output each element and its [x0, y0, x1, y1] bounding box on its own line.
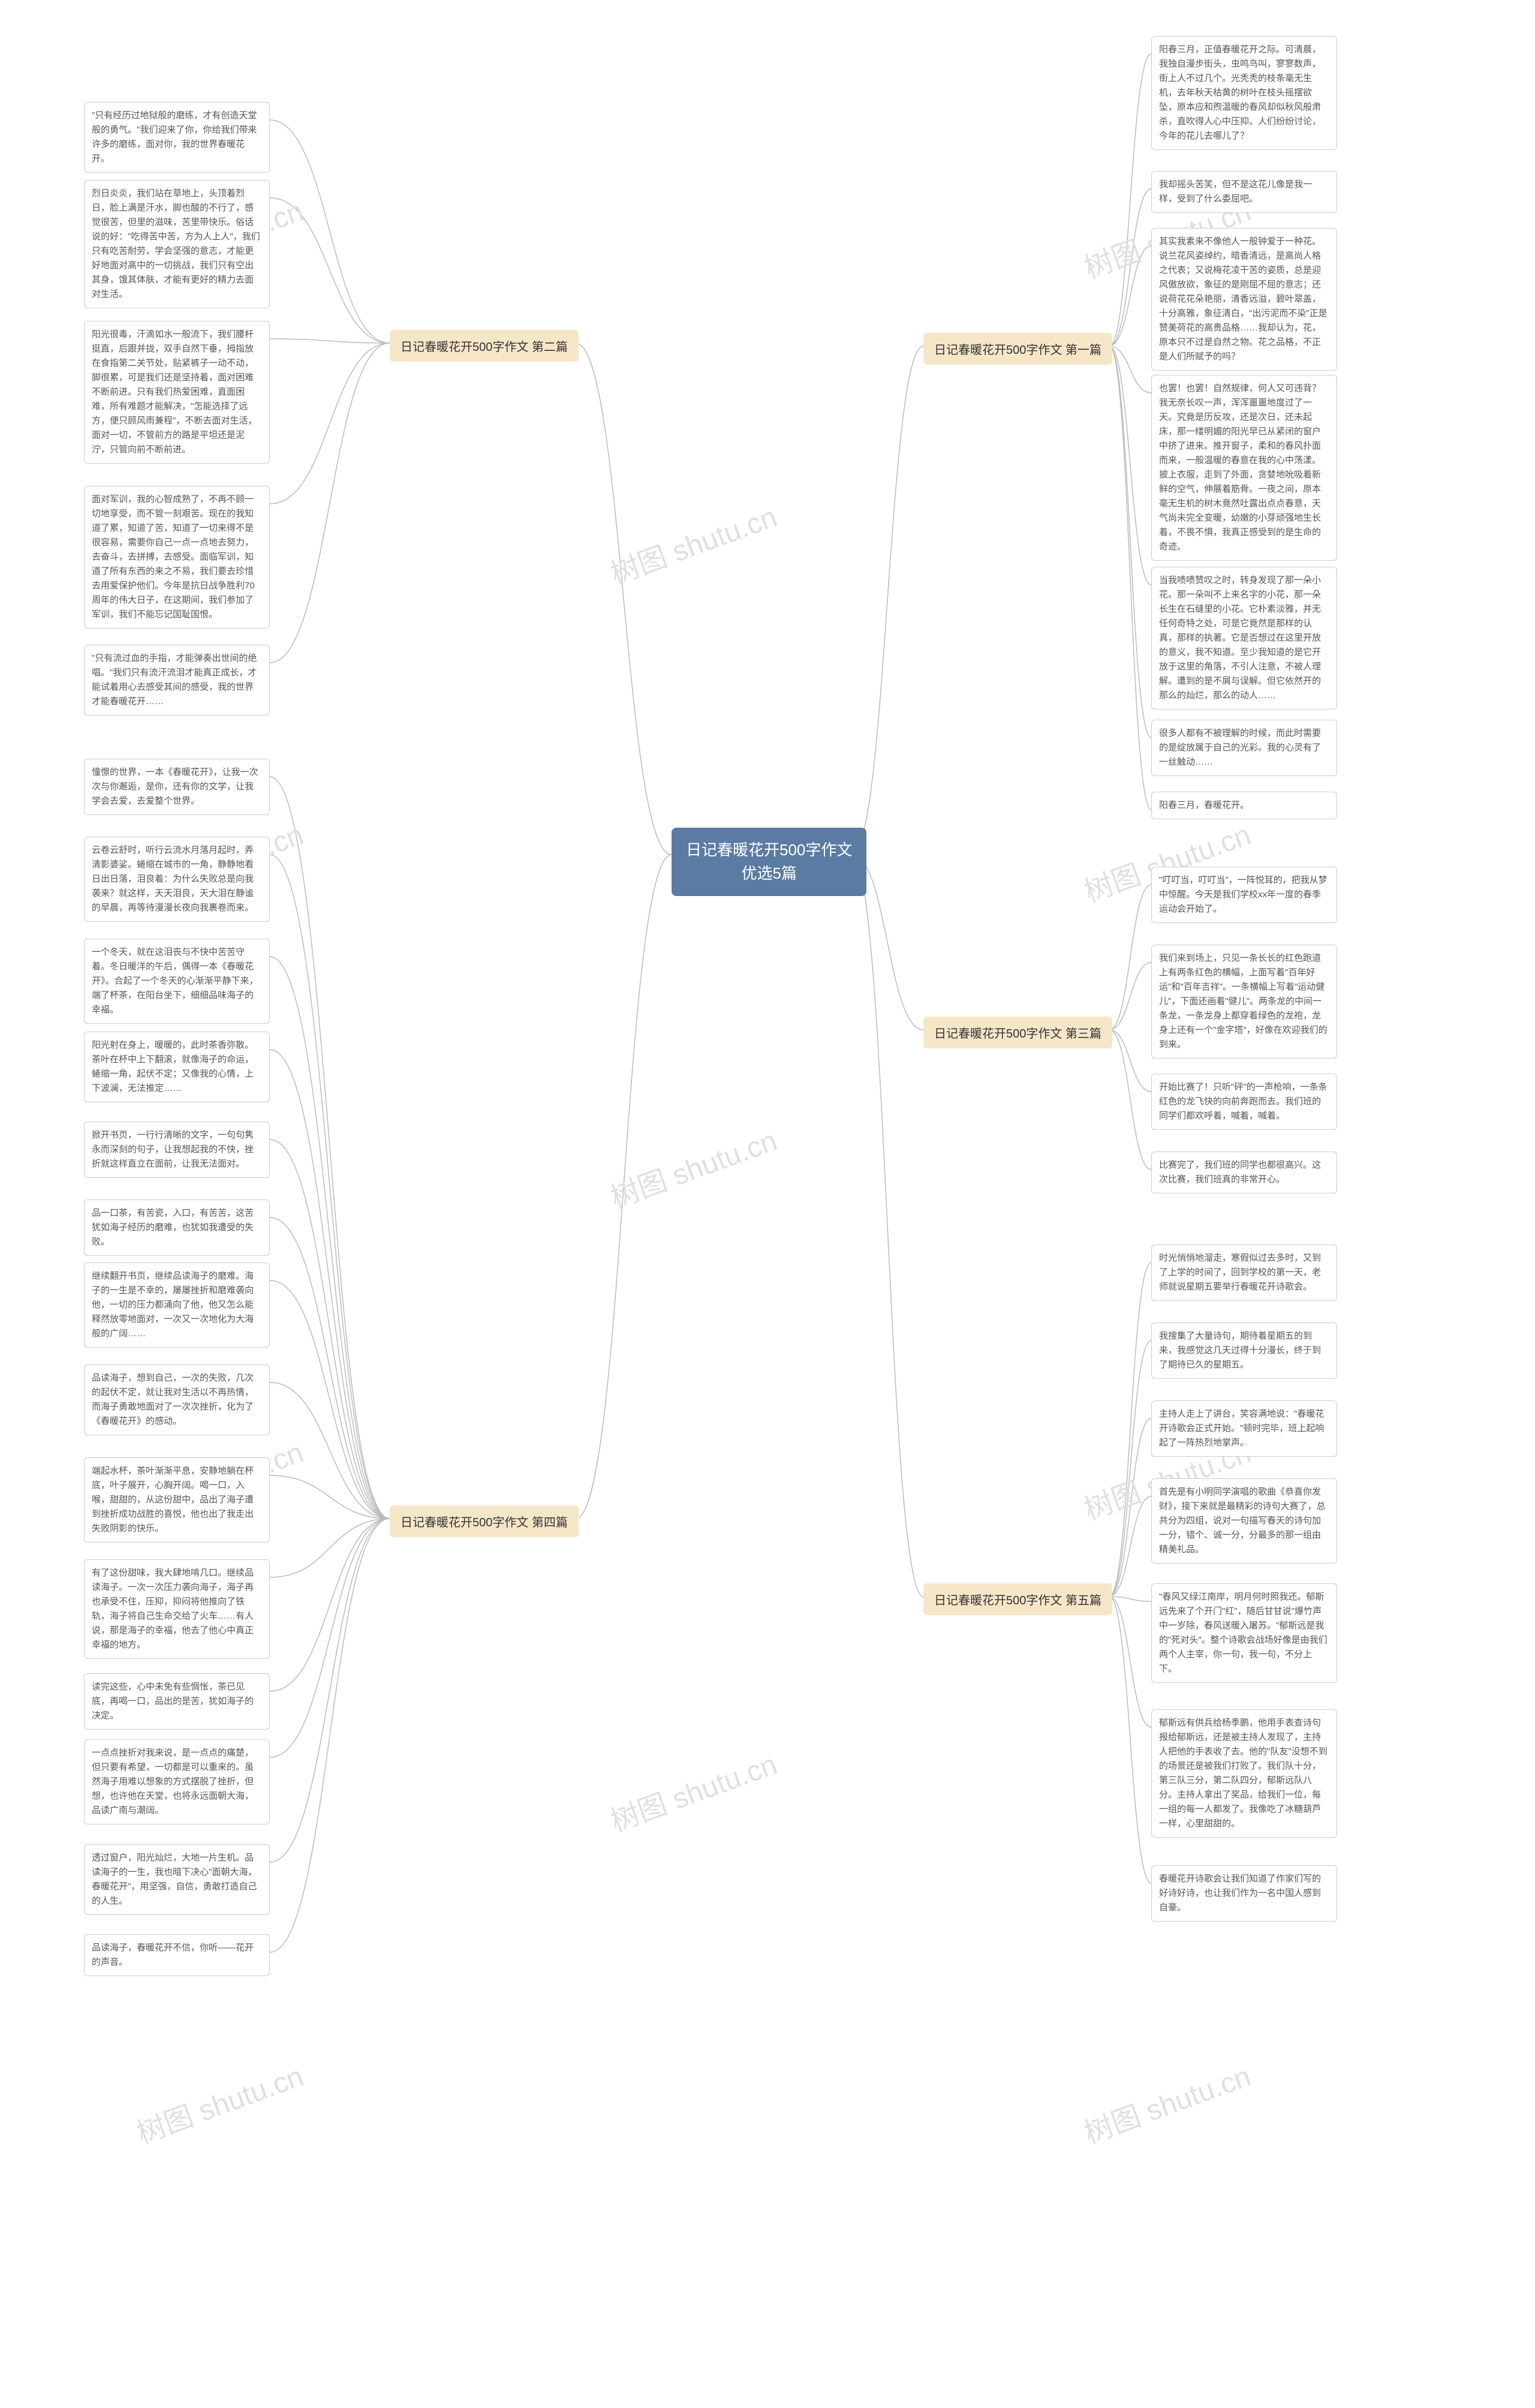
leaf-node: 一个冬天，就在这泪丧与不快中苦苦守着。冬日暖洋的午后，偶得一本《春暖花开》。合起… [84, 939, 270, 1024]
branch-node: 日记春暖花开500字作文 第四篇 [390, 1505, 579, 1537]
watermark: 树图 shutu.cn [1077, 2052, 1256, 2151]
leaf-node: 阳春三月，正值春暖花开之际。可清晨，我独自漫步街头，虫鸣鸟叫，寥寥数声，街上人不… [1151, 36, 1337, 150]
leaf-node: 阳春三月，春暖花开。 [1151, 792, 1337, 819]
branch-node: 日记春暖花开500字作文 第一篇 [923, 333, 1112, 365]
leaf-node: 我们来到场上，只见一条长长的红色跑道上有两条红色的横幅，上面写着"百年好运"和"… [1151, 945, 1337, 1059]
leaf-node: 面对军训，我的心智成熟了，不再不顾一切地享受，而不管一刻艰苦。现在的我知道了累，… [84, 486, 270, 629]
branch-node: 日记春暖花开500字作文 第三篇 [923, 1017, 1112, 1048]
leaf-node: 比赛完了，我们班的同学也都很高兴。这次比赛，我们班真的非常开心。 [1151, 1152, 1337, 1194]
leaf-node: 春暖花开诗歌会让我们知道了作家们写的好诗好诗，也让我们作为一名中国人感到自豪。 [1151, 1865, 1337, 1922]
center-node: 日记春暖花开500字作文 优选5篇 [672, 828, 866, 896]
leaf-node: 品一口茶，有苦瓷，入口，有苦苦，这苦犹如海子经历的磨难，也犹如我遭受的失败。 [84, 1200, 270, 1256]
leaf-node: 很多人都有不被理解的时候，而此时需要的是绽放属于自己的光彩。我的心灵有了一丝触动… [1151, 720, 1337, 776]
center-line1: 日记春暖花开500字作文 [686, 841, 852, 859]
branch-node: 日记春暖花开500字作文 第五篇 [923, 1583, 1112, 1615]
leaf-node: 憧憬的世界，一本《春暖花开》，让我一次次与你邂逅，是你，还有你的文学，让我学会去… [84, 759, 270, 815]
leaf-node: "只有流过血的手指，才能弹奏出世间的绝唱。"我们只有流汗流泪才能真正成长，才能试… [84, 645, 270, 716]
leaf-node: 品读海子，想到自己，一次的失败，几次的起伏不定，就让我对生活以不再热情，而海子勇… [84, 1364, 270, 1435]
leaf-node: 时光悄悄地溜走，寒假似过去多时，又到了上学的时间了，回到学校的第一天，老师就说星… [1151, 1244, 1337, 1301]
leaf-node: 掀开书页，一行行清晰的文字，一句句隽永而深刻的句子，让我想起我的不快，挫折就这样… [84, 1122, 270, 1178]
leaf-node: 阳光射在身上，暖暖的，此时茶香弥散。茶叶在杯中上下翻滚，就像海子的命运，蜷缩一角… [84, 1032, 270, 1102]
leaf-node: 有了这份甜味，我大肆地啃几口。继续品读海子。一次一次压力袭向海子，海子再也承受不… [84, 1559, 270, 1659]
leaf-node: 当我啧啧赞叹之时，转身发现了那一朵小花。那一朵叫不上来名字的小花，那一朵长生在石… [1151, 567, 1337, 710]
leaf-node: 我却摇头苦笑，但不是这花儿像是我一样，受到了什么委屈吧。 [1151, 171, 1337, 213]
watermark: 树图 shutu.cn [604, 1117, 782, 1216]
leaf-node: "叮叮当，叮叮当"，一阵悦耳的，把我从梦中惊醒。今天是我们学校xx年一度的春季运… [1151, 867, 1337, 923]
leaf-node: 烈日炎炎，我们站在草地上，头顶着烈日，脸上满是汗水，脚也酸的不行了，感觉很苦，但… [84, 180, 270, 308]
leaf-node: "只有经历过地狱般的磨练，才有创造天堂般的勇气。"我们迎来了你，你给我们带来许多… [84, 102, 270, 173]
leaf-node: 首先是有小明同学演唱的歌曲《恭喜你发财》，接下来就是最精彩的诗句大赛了，总共分为… [1151, 1478, 1337, 1564]
watermark: 树图 shutu.cn [130, 2052, 308, 2151]
watermark: 树图 shutu.cn [604, 1740, 782, 1839]
leaf-node: "春风又绿江南岸，明月何时照我还。郁斯远先来了个开门"红"，随后甘甘说"爆竹声中… [1151, 1583, 1337, 1683]
center-line2: 优选5篇 [741, 864, 796, 882]
leaf-node: 主持人走上了讲台，笑容满地说："春暖花开诗歌会正式开始。"顿时完毕，班上起响起了… [1151, 1400, 1337, 1457]
leaf-node: 品读海子，春暖花开不信，你听——花开的声音。 [84, 1934, 270, 1976]
leaf-node: 其实我素来不像他人一般钟爱于一种花。说兰花风姿绰约，暗香清远，是高尚人格之代表；… [1151, 228, 1337, 371]
leaf-node: 一点点挫折对我来说，是一点点的痛楚，但只要有希望，一切都是可以重来的。虽然海子用… [84, 1739, 270, 1824]
leaf-node: 郁斯远有供兵给杨季鹏，他用手表查诗句报给郁斯远，还是被主持人发现了，主持人把他的… [1151, 1709, 1337, 1838]
leaf-node: 开始比赛了！只听"砰"的一声枪响，一条条红色的龙飞快的向前奔跑而去。我们班的同学… [1151, 1074, 1337, 1130]
leaf-node: 端起水杯，茶叶渐渐平息，安静地躺在杯底，叶子展开，心胸开阔。喝一口，入喉，甜甜的… [84, 1457, 270, 1543]
branch-node: 日记春暖花开500字作文 第二篇 [390, 330, 579, 362]
leaf-node: 透过窗户，阳光灿烂，大地一片生机。品读海子的一生，我也暗下决心"面朝大海，春暖花… [84, 1844, 270, 1915]
leaf-node: 阳光很毒，汗滴如水一般流下，我们腰杆挺直，后跟并拢，双手自然下垂，拇指放在食指第… [84, 321, 270, 464]
leaf-node: 我搜集了大量诗句，期待着星期五的到来，我感觉这几天过得十分漫长，终于到了期待已久… [1151, 1322, 1337, 1379]
leaf-node: 继续翻开书页，继续品读海子的磨难。海子的一生是不幸的，屡屡挫折和磨难袭向他，一切… [84, 1262, 270, 1348]
leaf-node: 也罢！也罢！自然规律，何人又可违背？我无奈长叹一声，浑浑噩噩地度过了一天。究竟是… [1151, 375, 1337, 561]
watermark: 树图 shutu.cn [604, 493, 782, 592]
leaf-node: 云卷云舒时，听行云流水月落月起时，弄清影婆娑。蜷缩在城市的一角，静静地看日出日落… [84, 837, 270, 922]
leaf-node: 读完这些，心中未免有些惆怅，茶已见底，再喝一口，品出的是苦，犹如海子的决定。 [84, 1673, 270, 1730]
